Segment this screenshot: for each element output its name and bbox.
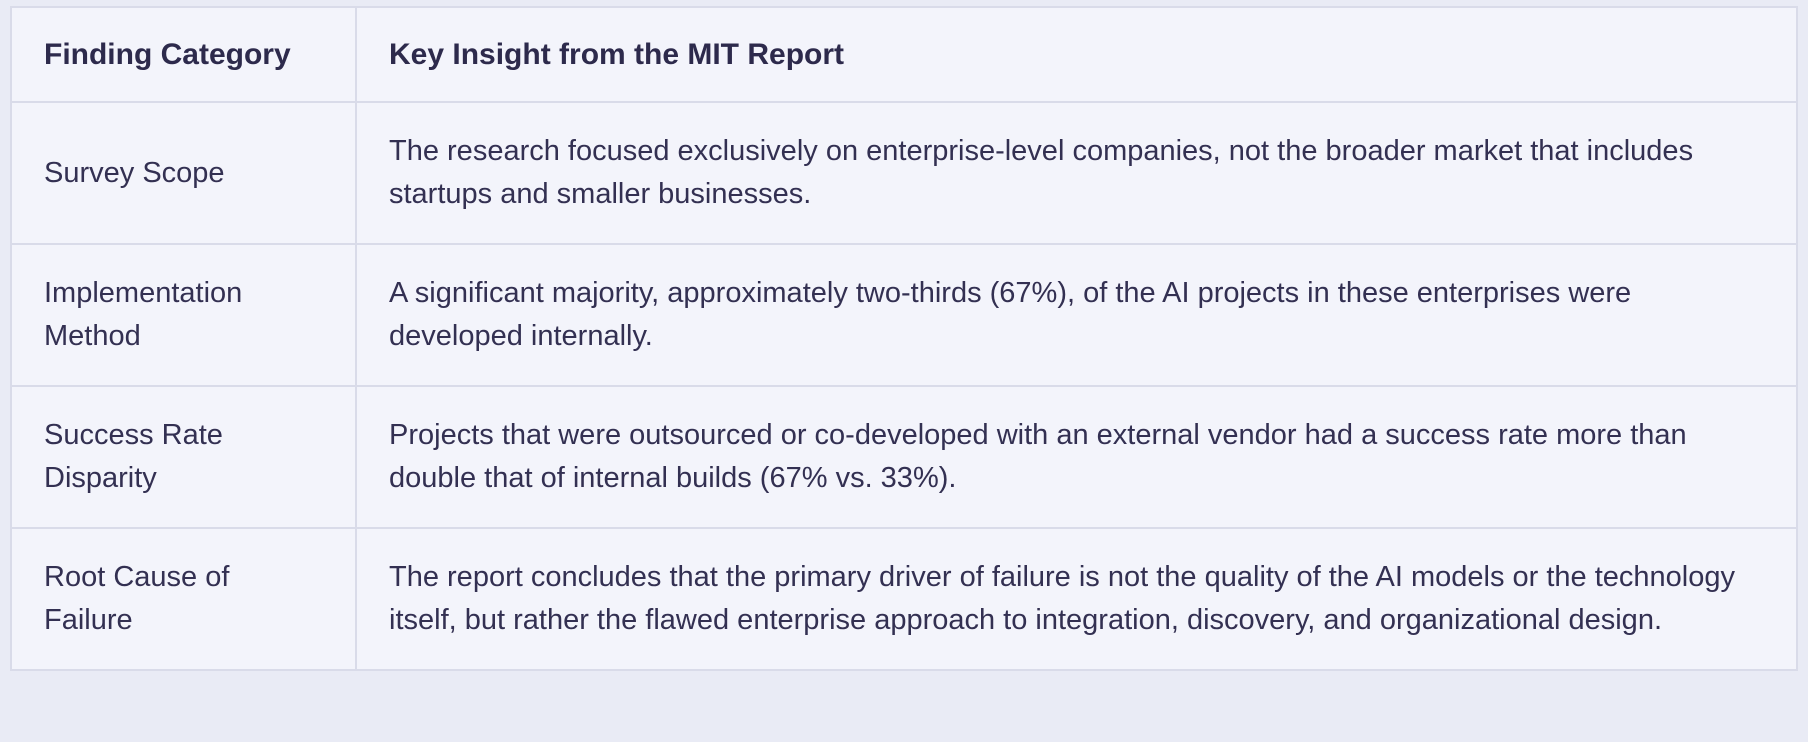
cell-category-root-cause-of-failure: Root Cause of Failure [10,527,357,671]
cell-insight-implementation-method: A significant majority, approximately tw… [355,243,1798,387]
table-row: Root Cause of Failure The report conclud… [10,527,1798,671]
cell-category-implementation-method: Implementation Method [10,243,357,387]
cell-category-success-rate-disparity: Success Rate Disparity [10,385,357,529]
table-row: Survey Scope The research focused exclus… [10,101,1798,245]
table-row: Success Rate Disparity Projects that wer… [10,385,1798,529]
table-header-row: Finding Category Key Insight from the MI… [10,6,1798,103]
cell-insight-success-rate-disparity: Projects that were outsourced or co-deve… [355,385,1798,529]
table-row: Implementation Method A significant majo… [10,243,1798,387]
column-header-key-insight: Key Insight from the MIT Report [355,6,1798,103]
cell-insight-survey-scope: The research focused exclusively on ente… [355,101,1798,245]
column-header-finding-category: Finding Category [10,6,357,103]
mit-report-findings-table: Finding Category Key Insight from the MI… [10,6,1798,671]
cell-category-survey-scope: Survey Scope [10,101,357,245]
cell-insight-root-cause-of-failure: The report concludes that the primary dr… [355,527,1798,671]
